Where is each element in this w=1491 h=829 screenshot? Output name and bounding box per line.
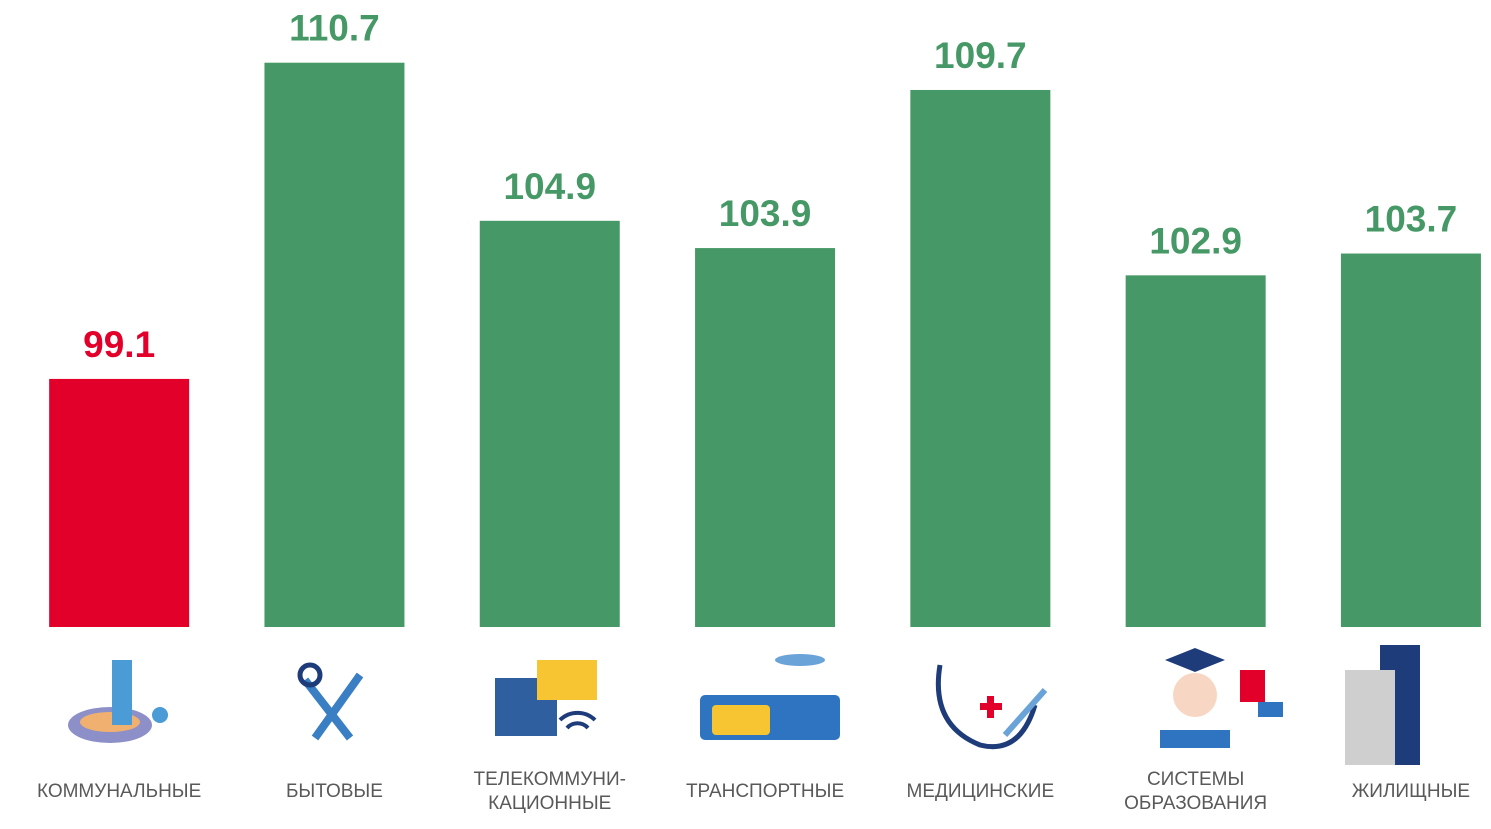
value-label: 99.1: [83, 324, 155, 365]
icon-tool: [305, 680, 350, 738]
value-label: 103.7: [1365, 199, 1458, 240]
category-label: БЫТОВЫЕ: [229, 762, 439, 822]
icon-face: [1173, 673, 1217, 717]
value-label: 109.7: [934, 35, 1027, 76]
category-label: ТРАНСПОРТНЫЕ: [660, 762, 870, 822]
icon-cross: [987, 696, 994, 718]
icon-cap: [1165, 648, 1225, 672]
bar: [264, 63, 404, 627]
icons: [68, 645, 1420, 765]
icon-mail: [537, 660, 597, 700]
value-label: 102.9: [1149, 220, 1242, 261]
icon-wifi: [560, 713, 595, 728]
bar: [695, 248, 835, 627]
bar: [1126, 275, 1266, 627]
icon-book: [1240, 670, 1265, 702]
category-label: ЖИЛИЩНЫЕ: [1306, 762, 1491, 822]
icon-plane: [775, 654, 825, 666]
icon-pipe: [112, 660, 132, 725]
value-label: 104.9: [503, 166, 596, 207]
bar: [49, 379, 189, 627]
bar: [910, 90, 1050, 627]
chart-svg: 99.1 110.7 104.9 103.9 109.7 102.9 103.7: [0, 0, 1491, 829]
icon-taxi: [712, 705, 770, 735]
chart: 99.1 110.7 104.9 103.9 109.7 102.9 103.7 КОММУ…: [0, 0, 1491, 829]
bar: [1341, 254, 1481, 627]
icon-body: [1160, 730, 1230, 748]
bar: [480, 221, 620, 627]
value-label: 110.7: [289, 8, 380, 49]
category-label: СИСТЕМЫ ОБРАЗОВАНИЯ: [1091, 762, 1301, 822]
category-label: КОММУНАЛЬНЫЕ: [14, 762, 224, 822]
icon-building: [1345, 670, 1395, 765]
category-label: МЕДИЦИНСКИЕ: [875, 762, 1085, 822]
value-label: 103.9: [719, 193, 812, 234]
icon-drop: [152, 707, 168, 723]
icon-flag: [1258, 702, 1283, 717]
category-label: ТЕЛЕКОММУНИ- КАЦИОННЫЕ: [445, 762, 655, 822]
